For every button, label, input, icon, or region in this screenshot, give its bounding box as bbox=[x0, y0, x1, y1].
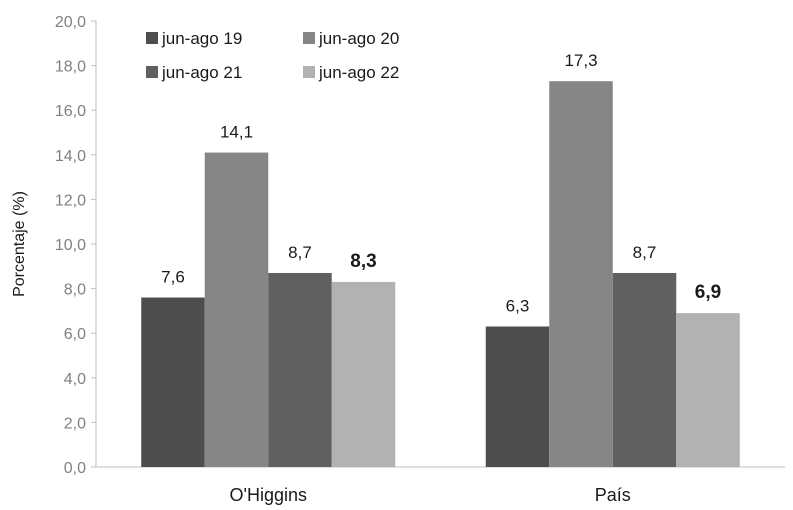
bar bbox=[331, 281, 396, 467]
data-label: 8,3 bbox=[350, 251, 376, 272]
data-labels: 7,6 14,1 8,7 8,3 6,3 17,3 8,7 6,9 bbox=[161, 51, 721, 315]
y-axis-label: Porcentaje (%) bbox=[11, 191, 28, 297]
y-tick-label: 10,0 bbox=[55, 237, 86, 254]
y-tick-label: 4,0 bbox=[64, 371, 86, 388]
data-label: 7,6 bbox=[161, 268, 185, 287]
legend-swatch bbox=[303, 32, 315, 44]
y-tick-label: 2,0 bbox=[64, 415, 86, 432]
y-tick-label: 14,0 bbox=[55, 148, 86, 165]
data-label: 17,3 bbox=[564, 51, 597, 70]
data-label: 6,9 bbox=[695, 282, 721, 303]
legend-entry: jun-ago 19 bbox=[161, 29, 242, 48]
bar bbox=[612, 272, 677, 467]
bar bbox=[204, 152, 269, 467]
bar bbox=[141, 297, 205, 467]
legend-swatch bbox=[146, 32, 158, 44]
category-label: O'Higgins bbox=[230, 485, 307, 505]
y-tick-label: 20,0 bbox=[55, 14, 86, 31]
y-tick-label: 8,0 bbox=[64, 282, 86, 299]
data-label: 6,3 bbox=[506, 297, 530, 316]
legend-entry: jun-ago 22 bbox=[318, 63, 399, 82]
legend-swatch bbox=[146, 66, 158, 78]
y-axis-ticks: 0,0 2,0 4,0 6,0 8,0 10,0 12,0 14,0 16,0 18,0 20,0 bbox=[55, 14, 96, 477]
legend-entry: jun-ago 20 bbox=[318, 29, 399, 48]
data-label: 14,1 bbox=[220, 123, 253, 142]
bar bbox=[676, 313, 740, 467]
y-tick-label: 0,0 bbox=[64, 460, 86, 477]
bar bbox=[485, 326, 550, 467]
legend-swatch bbox=[303, 66, 315, 78]
legend: jun-ago 19 jun-ago 20 jun-ago 21 jun-ago 22 bbox=[146, 29, 399, 82]
y-tick-label: 12,0 bbox=[55, 192, 86, 209]
bars bbox=[141, 81, 740, 468]
y-tick-label: 16,0 bbox=[55, 103, 86, 120]
bar bbox=[268, 272, 332, 467]
bar bbox=[549, 81, 613, 468]
category-label: País bbox=[595, 485, 631, 505]
y-tick-label: 6,0 bbox=[64, 326, 86, 343]
data-label: 8,7 bbox=[633, 243, 657, 262]
category-labels: O'Higgins País bbox=[230, 485, 631, 505]
legend-entry: jun-ago 21 bbox=[161, 63, 242, 82]
data-label: 8,7 bbox=[288, 243, 312, 262]
y-tick-label: 18,0 bbox=[55, 59, 86, 76]
